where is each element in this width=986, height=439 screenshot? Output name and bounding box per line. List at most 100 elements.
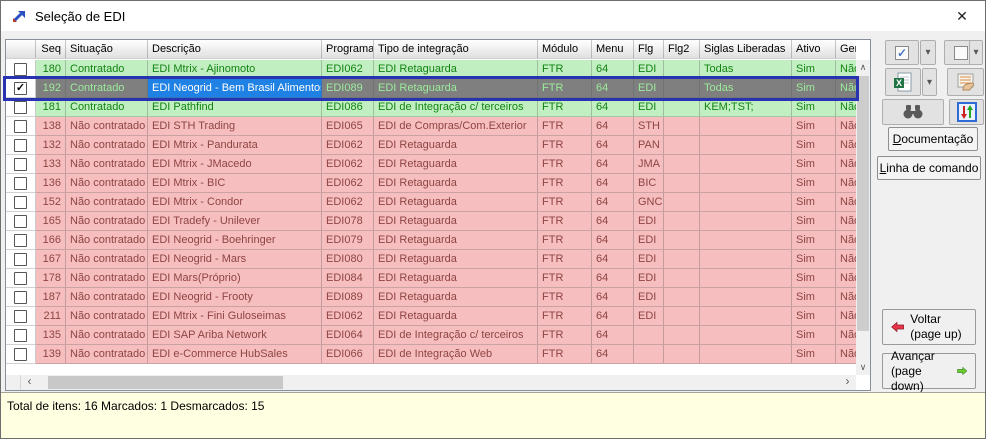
- column-header[interactable]: Ger: [836, 40, 856, 59]
- export-excel-button[interactable]: X: [885, 68, 921, 96]
- row-checkbox[interactable]: [14, 328, 27, 342]
- column-header[interactable]: [6, 40, 36, 59]
- cell-siglas-liberadas: [700, 155, 792, 174]
- table-row[interactable]: 187 Não contratado EDI Neogrid - Frooty …: [6, 288, 856, 307]
- cell-flg2: [664, 98, 700, 117]
- table-row[interactable]: 211 Não contratado EDI Mtrix - Fini Gulo…: [6, 307, 856, 326]
- cell-ativo: Sim: [792, 345, 836, 364]
- row-checkbox[interactable]: [14, 157, 27, 171]
- row-checkbox[interactable]: [14, 271, 27, 285]
- row-select-cell[interactable]: [6, 288, 36, 307]
- cell-descricao: EDI Mtrix - Condor: [148, 193, 322, 212]
- row-checkbox[interactable]: [14, 62, 27, 76]
- cell-flg2: [664, 136, 700, 155]
- cell-programa: EDI064: [322, 326, 374, 345]
- row-select-cell[interactable]: [6, 269, 36, 288]
- column-header[interactable]: Tipo de integração: [374, 40, 538, 59]
- row-select-cell[interactable]: [6, 193, 36, 212]
- row-checkbox[interactable]: [14, 233, 27, 247]
- table-row[interactable]: 138 Não contratado EDI STH Trading EDI06…: [6, 117, 856, 136]
- vertical-scroll-thumb[interactable]: [857, 76, 869, 331]
- cell-programa: EDI080: [322, 250, 374, 269]
- column-header[interactable]: Siglas Liberadas: [700, 40, 792, 59]
- uncheck-all-dropdown[interactable]: ▾: [969, 40, 983, 65]
- row-select-cell[interactable]: [6, 98, 36, 117]
- row-checkbox[interactable]: [14, 309, 27, 323]
- table-row[interactable]: 135 Não contratado EDI SAP Ariba Network…: [6, 326, 856, 345]
- voltar-button[interactable]: Voltar (page up): [882, 309, 976, 345]
- column-header[interactable]: Flg2: [664, 40, 700, 59]
- row-select-cell[interactable]: [6, 117, 36, 136]
- voltar-sublabel: (page up): [910, 327, 962, 341]
- linha-de-comando-button[interactable]: Linha de comando: [877, 156, 981, 180]
- table-row[interactable]: 181 Contratado EDI Pathfind EDI086 EDI d…: [6, 98, 856, 117]
- row-checkbox[interactable]: ✓: [14, 81, 27, 95]
- scroll-right-icon[interactable]: ›: [845, 374, 850, 388]
- sort-order-button[interactable]: [949, 99, 984, 125]
- cell-ger: Não: [836, 136, 856, 155]
- cell-situacao: Contratado: [66, 60, 148, 79]
- close-button[interactable]: ✕: [939, 1, 985, 31]
- row-select-cell[interactable]: [6, 60, 36, 79]
- column-header[interactable]: Programa: [322, 40, 374, 59]
- row-checkbox[interactable]: [14, 195, 27, 209]
- table-row[interactable]: 133 Não contratado EDI Mtrix - JMacedo E…: [6, 155, 856, 174]
- table-row[interactable]: 152 Não contratado EDI Mtrix - Condor ED…: [6, 193, 856, 212]
- table-row[interactable]: 165 Não contratado EDI Tradefy - Unileve…: [6, 212, 856, 231]
- table-row[interactable]: 136 Não contratado EDI Mtrix - BIC EDI06…: [6, 174, 856, 193]
- documentacao-button[interactable]: Documentação: [888, 127, 978, 151]
- cell-siglas-liberadas: [700, 307, 792, 326]
- row-select-cell[interactable]: [6, 174, 36, 193]
- check-all-dropdown[interactable]: ▾: [920, 40, 936, 65]
- row-select-cell[interactable]: [6, 155, 36, 174]
- row-select-cell[interactable]: ✓: [6, 79, 36, 98]
- column-header[interactable]: Flg: [634, 40, 664, 59]
- pick-record-button[interactable]: [947, 68, 984, 96]
- column-header[interactable]: Módulo: [538, 40, 592, 59]
- search-button[interactable]: [882, 99, 944, 125]
- vertical-scrollbar[interactable]: ∧ ∨: [856, 60, 870, 375]
- row-select-cell[interactable]: [6, 212, 36, 231]
- scroll-down-icon[interactable]: ∨: [856, 360, 870, 375]
- column-header[interactable]: Situação: [66, 40, 148, 59]
- row-select-cell[interactable]: [6, 231, 36, 250]
- table-body: 180 Contratado EDI Mtrix - Ajinomoto EDI…: [3, 60, 859, 364]
- row-checkbox[interactable]: [14, 100, 27, 114]
- avancar-button[interactable]: Avançar (page down): [882, 349, 976, 393]
- table-row[interactable]: 180 Contratado EDI Mtrix - Ajinomoto EDI…: [6, 60, 856, 79]
- row-checkbox[interactable]: [14, 252, 27, 266]
- row-checkbox[interactable]: [14, 290, 27, 304]
- scroll-up-icon[interactable]: ∧: [856, 60, 870, 75]
- row-checkbox[interactable]: [14, 347, 27, 361]
- cell-menu: 64: [592, 345, 634, 364]
- horizontal-scroll-track[interactable]: [38, 375, 839, 390]
- row-select-cell[interactable]: [6, 326, 36, 345]
- horizontal-scroll-thumb[interactable]: [48, 376, 283, 389]
- row-select-cell[interactable]: [6, 345, 36, 364]
- table-row[interactable]: ✓ 192 Contratado EDI Neogrid - Bem Brasi…: [3, 76, 859, 101]
- horizontal-scrollbar[interactable]: ‹ ›: [6, 375, 856, 390]
- cell-descricao: EDI STH Trading: [148, 117, 322, 136]
- export-excel-dropdown[interactable]: ▾: [922, 68, 937, 96]
- table-row[interactable]: 132 Não contratado EDI Mtrix - Pandurata…: [6, 136, 856, 155]
- table-row[interactable]: 166 Não contratado EDI Neogrid - Boehrin…: [6, 231, 856, 250]
- table-row[interactable]: 178 Não contratado EDI Mars(Próprio) EDI…: [6, 269, 856, 288]
- table-row[interactable]: 167 Não contratado EDI Neogrid - Mars ED…: [6, 250, 856, 269]
- cell-ger: Não: [836, 231, 856, 250]
- cell-seq: 178: [36, 269, 66, 288]
- column-header[interactable]: Descrição: [148, 40, 322, 59]
- row-checkbox[interactable]: [14, 176, 27, 190]
- row-select-cell[interactable]: [6, 250, 36, 269]
- column-header[interactable]: Seq: [36, 40, 66, 59]
- row-checkbox[interactable]: [14, 138, 27, 152]
- row-checkbox[interactable]: [14, 214, 27, 228]
- column-header[interactable]: Menu: [592, 40, 634, 59]
- column-header[interactable]: Ativo: [792, 40, 836, 59]
- column-header-label: Módulo: [542, 43, 579, 55]
- table-row[interactable]: 139 Não contratado EDI e-Commerce HubSal…: [6, 345, 856, 364]
- row-select-cell[interactable]: [6, 307, 36, 326]
- row-select-cell[interactable]: [6, 136, 36, 155]
- row-checkbox[interactable]: [14, 119, 27, 133]
- check-all-button[interactable]: ✓: [885, 40, 919, 65]
- scroll-left-icon[interactable]: ‹: [27, 374, 32, 388]
